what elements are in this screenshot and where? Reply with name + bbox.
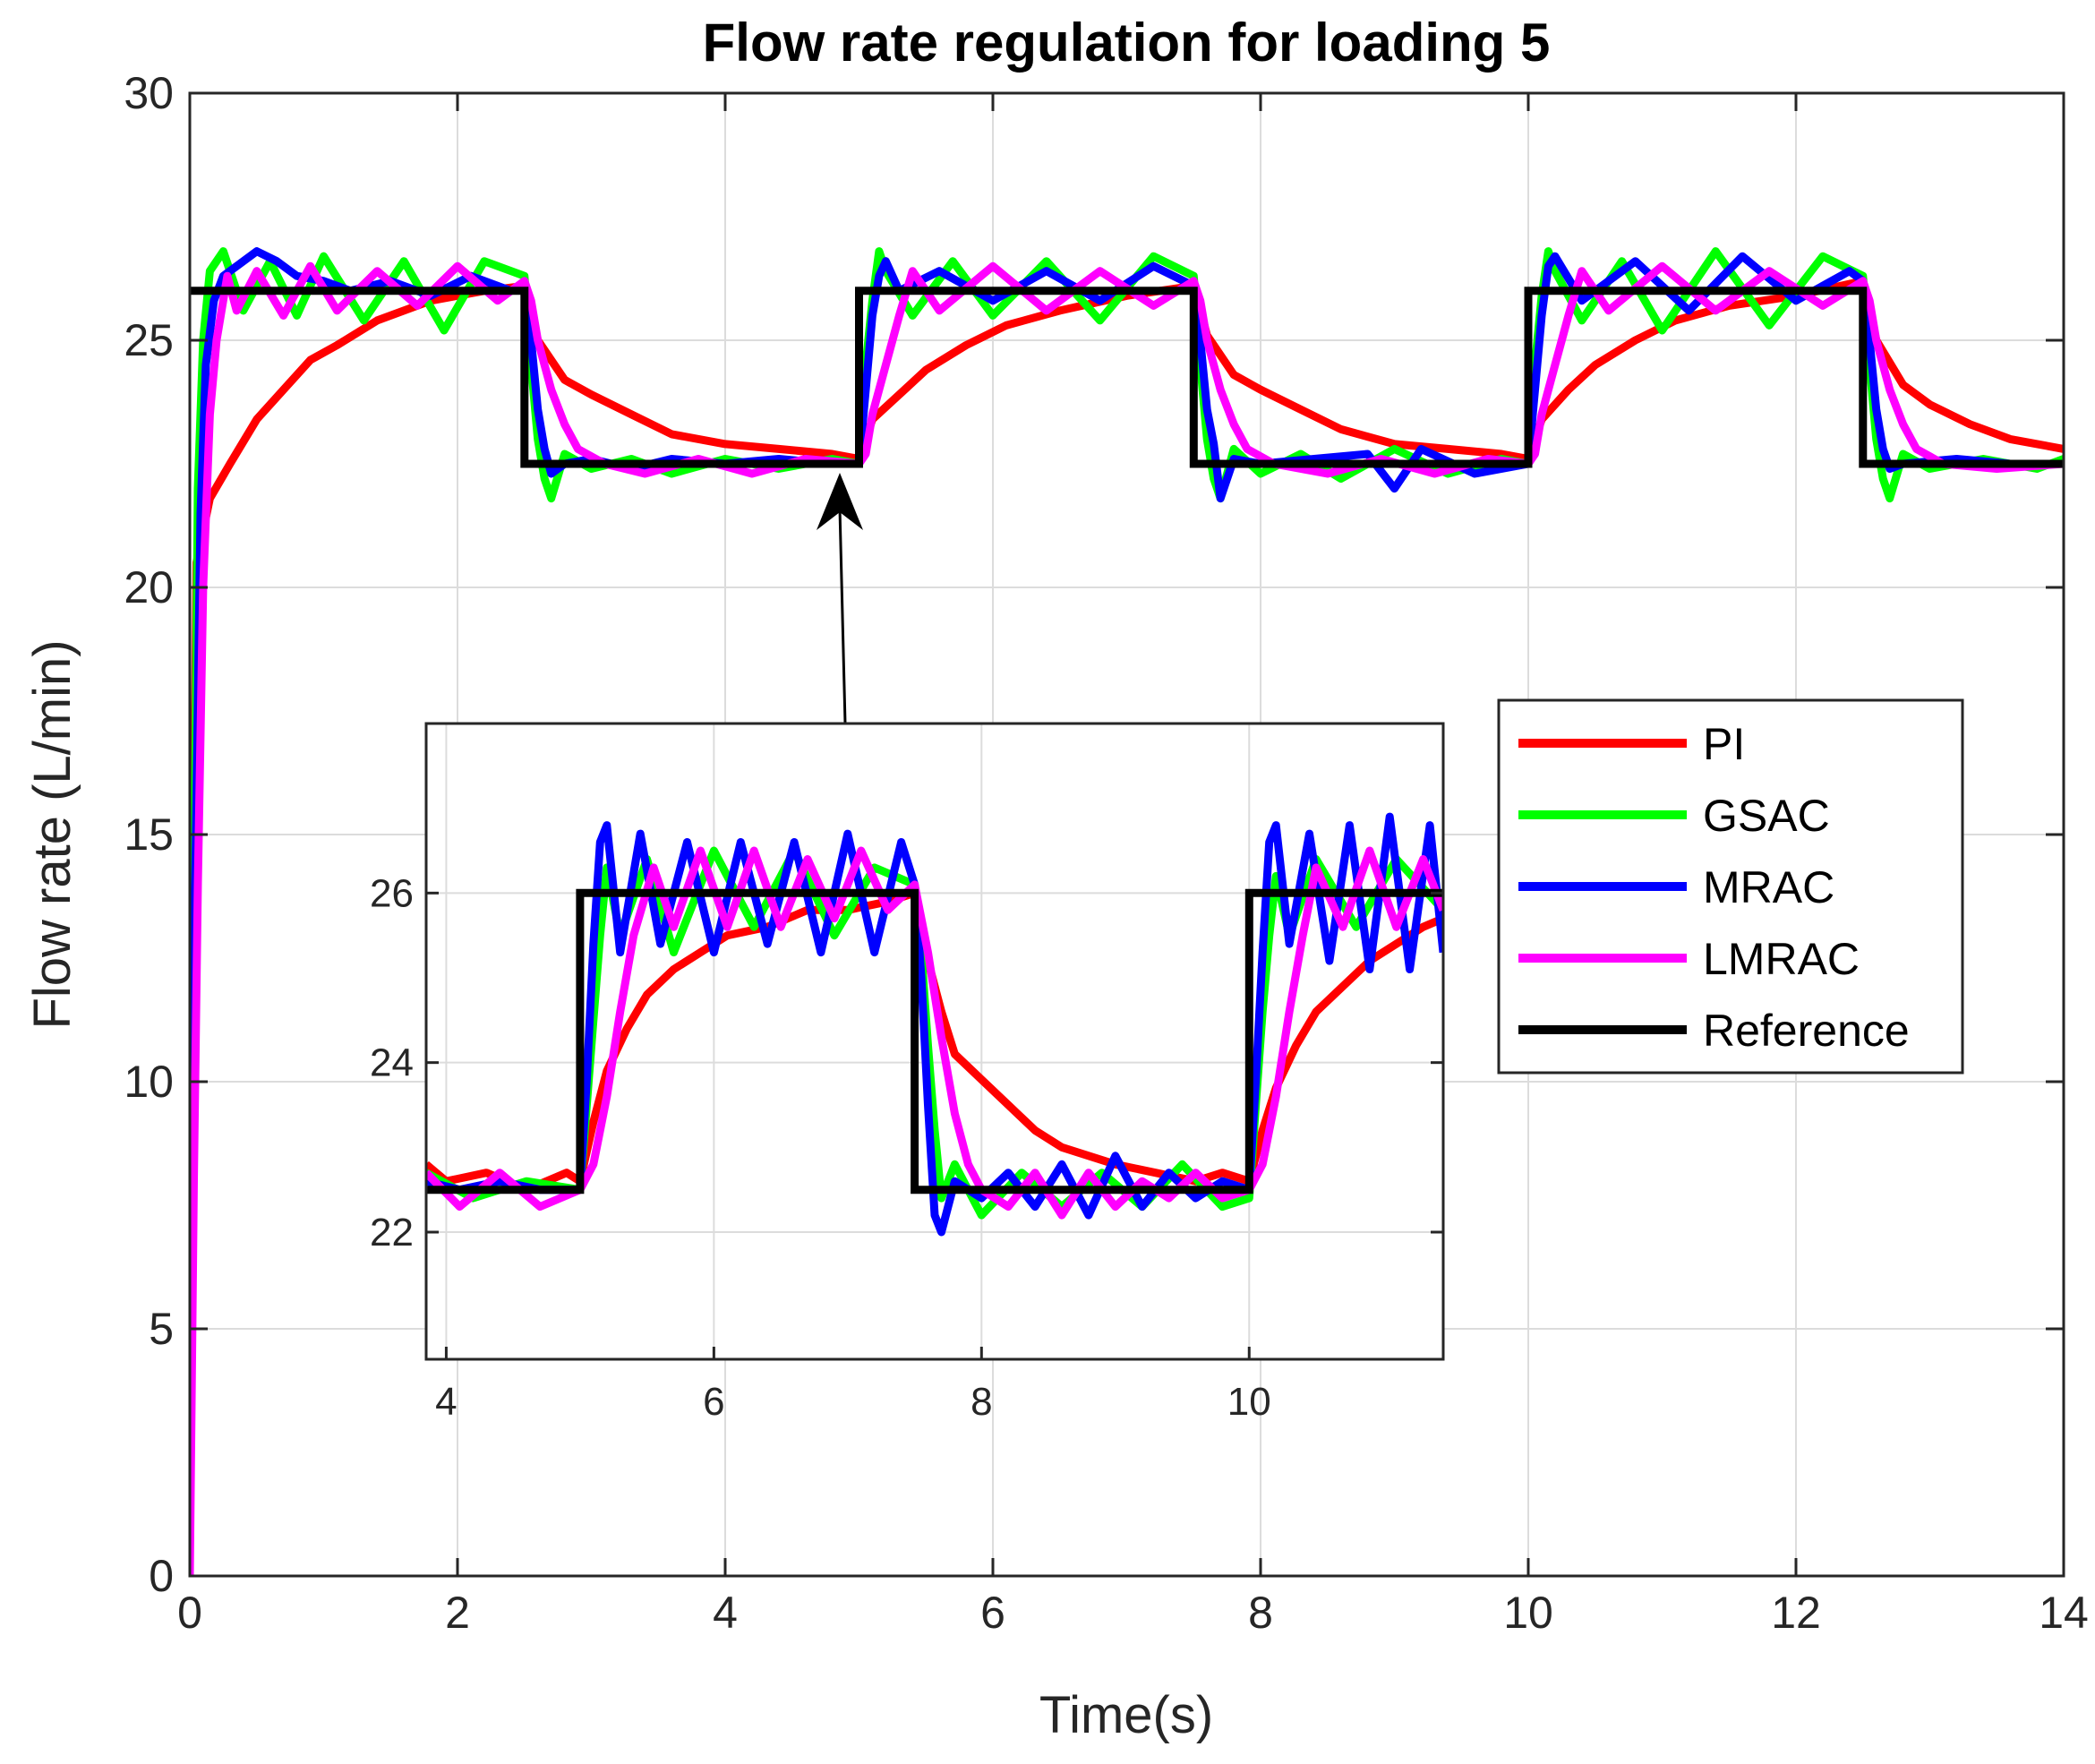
x-tick-label: 0 (177, 1588, 202, 1638)
y-tick-label: 15 (124, 809, 174, 860)
inset-series-line-gsac (426, 846, 1443, 1220)
inset-ticks: 4 6 8 10 22 24 26 (370, 871, 1443, 1424)
series-line-reference (190, 287, 2064, 468)
x-tick-label: 2 (445, 1588, 470, 1638)
legend-label-pi: PI (1703, 719, 1745, 769)
y-tick-label: 0 (149, 1551, 174, 1601)
legend-items: PI GSAC MRAC LMRAC Reference (1518, 719, 1910, 1056)
inset-x-tick-label: 10 (1227, 1380, 1271, 1424)
inset-series-line-mrac (426, 812, 1443, 1237)
x-tick-label: 12 (1771, 1588, 1821, 1638)
y-tick-label: 5 (149, 1304, 174, 1354)
x-tick-label: 6 (980, 1588, 1005, 1638)
inset-x-tick-label: 4 (435, 1380, 457, 1424)
legend-label-lmrac: LMRAC (1703, 934, 1860, 984)
annotation-arrow-head (817, 473, 863, 530)
inset-grid (426, 724, 1443, 1359)
x-axis-label: Time(s) (1039, 1686, 1213, 1744)
inset-y-tick-label: 22 (370, 1211, 414, 1254)
inset-series-line-lmrac (426, 846, 1443, 1220)
legend-label-reference: Reference (1703, 1006, 1910, 1056)
y-tick-label: 25 (124, 315, 174, 365)
legend-label-mrac: MRAC (1703, 862, 1834, 912)
main-series-group (190, 247, 2064, 1576)
inset-frame (424, 722, 1445, 1361)
x-tick-label: 8 (1248, 1588, 1273, 1638)
x-tick-label: 4 (713, 1588, 738, 1638)
inset-series-group (426, 812, 1443, 1237)
annotation-arrow-line (838, 508, 847, 724)
y-tick-label: 20 (124, 562, 174, 612)
annotation-arrow (817, 473, 863, 724)
x-tick-label: 14 (2039, 1588, 2089, 1638)
legend-label-gsac: GSAC (1703, 791, 1830, 841)
series-line-pi (190, 277, 2064, 1305)
inset-series-line-reference (426, 888, 1443, 1195)
inset-x-tick-label: 8 (971, 1380, 992, 1424)
inset-x-tick-label: 6 (703, 1380, 724, 1424)
y-axis-label: Flow rate (L/min) (23, 639, 81, 1029)
inset-y-tick-label: 26 (370, 871, 414, 915)
inset-series-line-pi (426, 888, 1443, 1195)
legend: PI GSAC MRAC LMRAC Reference (1497, 698, 1964, 1075)
y-tick-label: 30 (124, 68, 174, 118)
inset-y-tick-label: 24 (370, 1041, 414, 1085)
x-tick-label: 10 (1503, 1588, 1553, 1638)
series-line-lmrac (190, 261, 2064, 1576)
chart-title: Flow rate regulation for loading 5 (703, 13, 1551, 73)
y-tick-label: 10 (124, 1057, 174, 1107)
